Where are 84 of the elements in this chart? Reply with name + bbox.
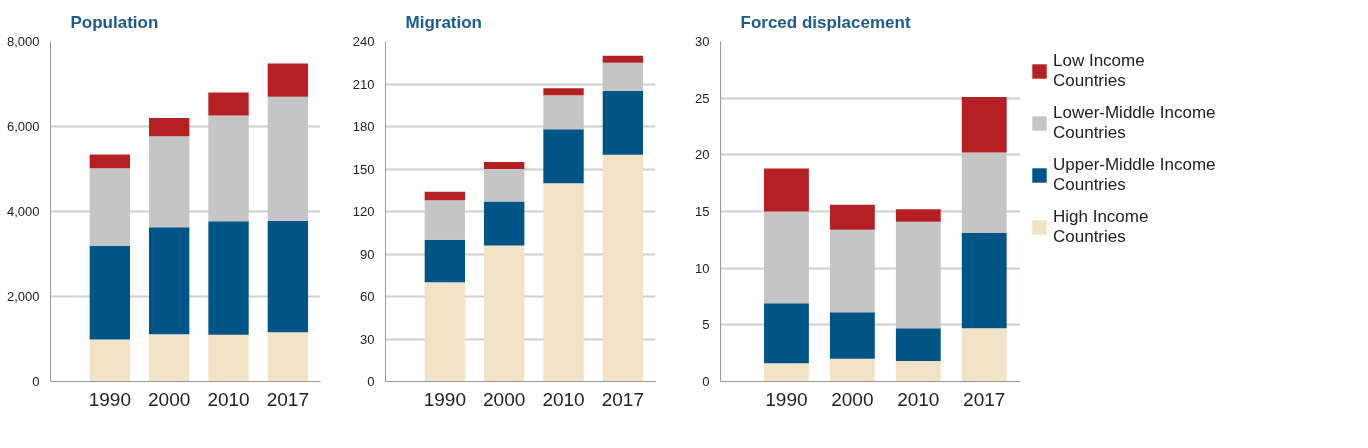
y-tick-label: 0 [702, 374, 710, 389]
y-tick-label: 4,000 [6, 204, 40, 219]
y-tick-label: 30 [695, 34, 710, 49]
bar [149, 227, 190, 335]
bar [208, 92, 249, 116]
y-tick-label: 10 [695, 260, 710, 276]
bar [602, 91, 644, 155]
bar [89, 339, 131, 382]
y-tick-label: 6,000 [6, 119, 40, 134]
x-tick-label: 2017 [266, 388, 310, 410]
x-tick-label: 2000 [148, 388, 191, 410]
x-tick-label: 1990 [423, 388, 466, 410]
bar [424, 282, 466, 382]
y-tick-label: 25 [695, 90, 710, 106]
bar [149, 136, 190, 228]
y-tick-label: 150 [352, 161, 375, 177]
chart-title: Forced displacement [740, 12, 911, 32]
bar [543, 95, 584, 130]
y-tick-label: 90 [360, 246, 375, 262]
bar [829, 229, 875, 313]
y-tick-label: 0 [367, 374, 375, 389]
bar [764, 211, 809, 304]
bar [543, 183, 584, 382]
y-tick-label: 180 [352, 119, 375, 134]
x-tick-label: 1990 [765, 388, 808, 410]
bar [89, 168, 131, 246]
x-tick-label: 2010 [542, 388, 585, 410]
bar [764, 168, 809, 212]
y-tick-label: 5 [702, 317, 710, 333]
y-tick-label: 120 [352, 204, 375, 219]
bar [829, 358, 875, 382]
bar [764, 303, 809, 364]
y-tick-label: 15 [695, 204, 710, 219]
x-tick-label: 2000 [483, 388, 526, 410]
bar [484, 161, 525, 169]
bar [149, 334, 190, 382]
x-tick-label: 2010 [207, 388, 250, 410]
bar [961, 152, 1007, 234]
bar [484, 169, 525, 202]
bar [484, 201, 525, 246]
bar [424, 239, 466, 283]
bar [602, 154, 644, 382]
y-tick-label: 210 [352, 76, 375, 92]
y-tick-label: 2,000 [6, 289, 40, 304]
y-tick-label: 20 [695, 147, 710, 163]
bar [149, 118, 190, 137]
x-tick-label: 2000 [831, 388, 874, 410]
y-tick-label: 0 [32, 374, 40, 389]
bar [267, 332, 309, 382]
chart-title: Migration [405, 12, 482, 32]
legend-label: Upper-Middle Income Countries [1053, 155, 1216, 195]
bar [829, 204, 875, 230]
y-tick-label: 8,000 [6, 34, 40, 49]
bar [895, 209, 941, 222]
bar [89, 245, 131, 340]
bar [484, 245, 525, 382]
x-tick-label: 2010 [897, 388, 940, 410]
y-tick-label: 60 [360, 289, 375, 304]
bar [961, 233, 1007, 329]
bar [829, 312, 875, 359]
y-tick-label: 240 [352, 34, 375, 49]
bar [895, 361, 941, 382]
legend-label: Low Income Countries [1053, 51, 1145, 91]
bar [267, 220, 309, 333]
bar [895, 328, 941, 362]
y-tick-label: 30 [360, 331, 375, 347]
bar [267, 63, 309, 97]
chart-title: Population [70, 12, 159, 32]
bar [89, 154, 131, 169]
bar [543, 88, 584, 96]
x-tick-label: 2017 [601, 388, 645, 410]
bar [961, 97, 1007, 153]
bar [208, 221, 249, 335]
x-tick-label: 1990 [88, 388, 131, 410]
legend-label: High Income Countries [1053, 207, 1149, 247]
bar [424, 200, 466, 240]
legend-label: Lower-Middle Income Countries [1053, 103, 1216, 143]
bar [208, 334, 249, 382]
bar [543, 129, 584, 184]
bar [764, 363, 809, 382]
bar [602, 55, 644, 63]
x-tick-label: 2017 [963, 388, 1006, 410]
bar [424, 191, 466, 201]
bar [961, 328, 1007, 382]
